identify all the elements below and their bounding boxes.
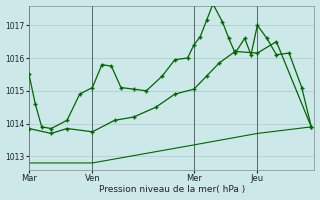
X-axis label: Pression niveau de la mer( hPa ): Pression niveau de la mer( hPa ) (99, 185, 245, 194)
